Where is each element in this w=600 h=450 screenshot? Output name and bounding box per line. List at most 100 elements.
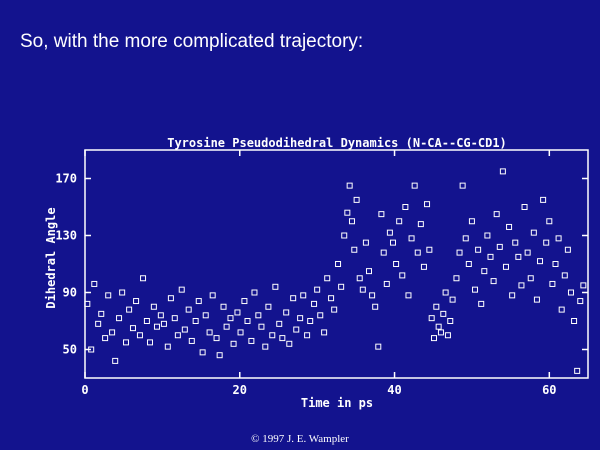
point (499, 168, 506, 175)
point (414, 249, 421, 256)
point (174, 332, 181, 339)
point (564, 246, 571, 253)
point (362, 239, 369, 246)
point (512, 239, 519, 246)
point (202, 312, 209, 319)
point (195, 298, 202, 305)
point (465, 261, 472, 267)
point (297, 315, 304, 322)
point (192, 318, 199, 324)
point (307, 318, 314, 324)
point (431, 335, 438, 342)
point (129, 325, 136, 332)
point (283, 309, 290, 316)
point (279, 335, 286, 342)
point (459, 182, 466, 189)
point (518, 282, 525, 289)
point (555, 235, 562, 242)
point (348, 218, 355, 225)
point (537, 258, 544, 265)
point (314, 286, 321, 293)
point (543, 239, 550, 246)
point (251, 289, 258, 296)
y-axis-label: Dihedral Angle (44, 207, 58, 308)
point (338, 283, 345, 290)
point (490, 278, 497, 285)
point (209, 292, 216, 299)
point (380, 249, 387, 256)
point (311, 300, 318, 307)
point (272, 283, 279, 290)
point (317, 312, 324, 319)
point (580, 282, 587, 289)
point (341, 232, 348, 239)
point (213, 335, 220, 342)
y-tick-label: 50 (63, 343, 77, 357)
point (258, 323, 265, 330)
point (468, 218, 475, 225)
point (383, 280, 390, 287)
y-tick-label: 170 (55, 172, 77, 186)
point (241, 298, 248, 305)
point (248, 337, 255, 344)
point (405, 292, 412, 299)
point (558, 306, 565, 313)
point (475, 246, 482, 253)
point (509, 292, 516, 299)
point (527, 275, 534, 282)
point (304, 332, 311, 339)
point (478, 300, 485, 307)
point (335, 261, 342, 267)
point (105, 292, 112, 299)
point (399, 272, 406, 279)
point (230, 340, 237, 347)
point (402, 204, 409, 210)
point (84, 300, 91, 307)
point (109, 329, 116, 336)
point (424, 201, 431, 208)
point (453, 275, 460, 282)
point (472, 286, 479, 293)
point (276, 320, 283, 327)
point (549, 280, 556, 287)
point (150, 303, 157, 310)
point (484, 232, 491, 239)
point (393, 261, 400, 267)
point (426, 246, 433, 253)
point (481, 268, 488, 275)
point (372, 303, 379, 310)
point (133, 298, 140, 305)
y-tick-label: 90 (63, 286, 77, 300)
point (126, 306, 133, 313)
point (435, 323, 442, 330)
point (442, 289, 449, 296)
point (181, 326, 188, 333)
point (188, 337, 195, 344)
point (98, 310, 105, 317)
point (378, 211, 385, 218)
point (269, 332, 276, 339)
point (112, 357, 119, 364)
point (574, 367, 581, 374)
point (369, 292, 376, 299)
point (223, 323, 230, 330)
point (234, 309, 241, 316)
point (227, 315, 234, 322)
x-tick-label: 0 (81, 383, 88, 397)
point (160, 320, 167, 327)
point (157, 312, 164, 319)
point (502, 263, 509, 270)
point (353, 196, 360, 203)
point (440, 310, 447, 317)
point (571, 318, 578, 324)
point (386, 229, 393, 236)
slide-footer: © 1997 J. E. Wampler (251, 433, 349, 445)
point (515, 253, 522, 260)
point (437, 329, 444, 336)
point (328, 295, 335, 302)
point (116, 315, 123, 322)
point (561, 272, 568, 279)
x-tick-label: 40 (387, 383, 401, 397)
point (206, 329, 213, 336)
